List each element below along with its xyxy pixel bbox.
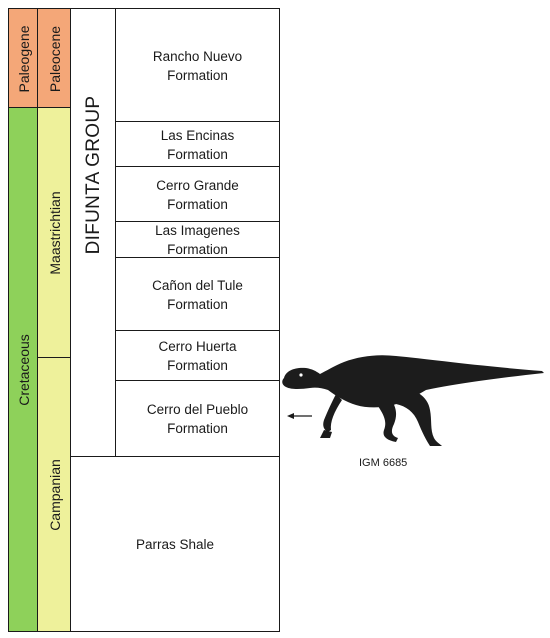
- specimen-label: IGM 6685: [359, 457, 408, 469]
- formation-label: Cerro Huerta Formation: [158, 339, 237, 373]
- parras-shale-label: Parras Shale: [135, 536, 215, 552]
- formation-las-imagenes: Las Imagenes Formation: [115, 221, 280, 259]
- period-paleogene: Paleogene: [8, 8, 39, 109]
- formation-parras-shale: Parras Shale: [70, 456, 280, 632]
- formation-rancho-nuevo: Rancho Nuevo Formation: [115, 8, 280, 123]
- formation-cerro-del-pueblo: Cerro del Pueblo Formation: [115, 380, 280, 458]
- stage-campanian-label: Campanian: [46, 458, 63, 531]
- formation-label: Cerro Grande Formation: [156, 177, 239, 212]
- formation-label: Cañon del Tule Formation: [152, 277, 243, 312]
- formation-label: Las Encinas Formation: [160, 127, 235, 162]
- formation-label: Cerro del Pueblo Formation: [146, 402, 249, 436]
- period-cretaceous-label: Cretaceous: [15, 333, 32, 406]
- period-paleogene-label: Paleogene: [15, 25, 32, 92]
- left-arrow-icon: [287, 413, 312, 419]
- formation-cerro-huerta: Cerro Huerta Formation: [115, 330, 280, 382]
- difunta-group-label: DIFUNTA GROUP: [82, 95, 104, 255]
- stage-maastrichtian: Maastrichtian: [37, 107, 72, 359]
- formation-label: Rancho Nuevo Formation: [152, 48, 243, 83]
- stage-paleocene-label: Paleocene: [46, 25, 63, 92]
- formation-label: Las Imagenes Formation: [155, 223, 240, 257]
- period-cretaceous: Cretaceous: [8, 107, 39, 632]
- formation-cerro-grande: Cerro Grande Formation: [115, 166, 280, 223]
- formation-las-encinas: Las Encinas Formation: [115, 121, 280, 168]
- difunta-group: DIFUNTA GROUP: [70, 8, 117, 458]
- stage-maastrichtian-label: Maastrichtian: [46, 191, 63, 275]
- stage-paleocene: Paleocene: [37, 8, 72, 109]
- stage-campanian: Campanian: [37, 357, 72, 632]
- formation-canon-del-tule: Cañon del Tule Formation: [115, 257, 280, 332]
- hadrosaur-silhouette-icon: [282, 355, 544, 446]
